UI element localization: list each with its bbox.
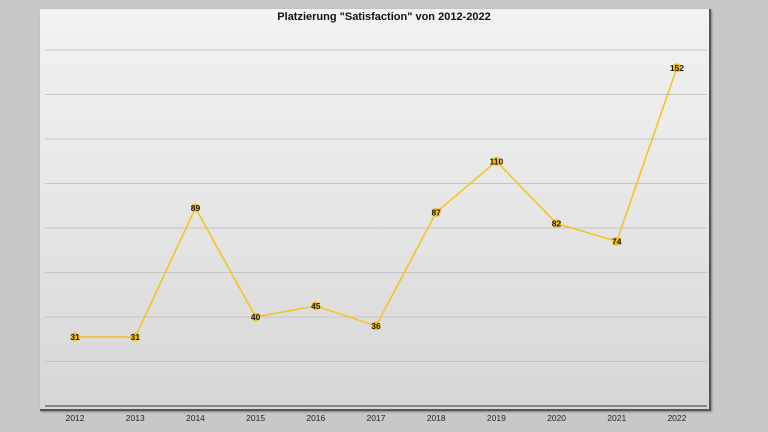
data-marker <box>371 321 381 331</box>
data-marker <box>431 207 441 217</box>
data-label: 40 <box>251 312 261 322</box>
x-tick-label: 2013 <box>126 413 145 423</box>
x-tick-label: 2018 <box>427 413 446 423</box>
data-label: 31 <box>131 332 141 342</box>
x-tick-label: 2019 <box>487 413 506 423</box>
data-marker <box>251 312 261 322</box>
series-line <box>75 67 678 338</box>
data-label: 110 <box>490 156 504 166</box>
data-label: 89 <box>191 203 201 213</box>
data-marker <box>190 203 200 213</box>
data-label: 152 <box>670 63 684 73</box>
data-marker <box>130 332 140 342</box>
data-label: 31 <box>70 332 80 342</box>
data-labels: 31 31 89 40 45 36 87 110 82 74 152 <box>70 63 684 342</box>
data-label: 82 <box>552 219 562 229</box>
data-label: 36 <box>371 321 381 331</box>
chart-area <box>40 9 711 411</box>
x-tick-label: 2012 <box>66 413 85 423</box>
data-label: 45 <box>311 301 321 311</box>
chart-title: Platzierung "Satisfaction" von 2012-2022 <box>277 11 491 23</box>
data-marker <box>70 332 80 342</box>
data-markers <box>70 63 682 342</box>
gridlines <box>45 49 707 362</box>
data-marker <box>311 301 321 311</box>
x-axis-labels: 2012 2013 2014 2015 2016 2017 2018 2019 2020 2021… <box>66 413 687 423</box>
x-tick-label: 2021 <box>607 413 626 423</box>
x-tick-label: 2016 <box>306 413 325 423</box>
data-label: 74 <box>612 236 622 246</box>
x-tick-label: 2014 <box>186 413 205 423</box>
data-marker <box>491 156 501 166</box>
data-marker <box>552 219 562 229</box>
x-tick-label: 2017 <box>367 413 386 423</box>
x-tick-label: 2015 <box>246 413 265 423</box>
data-label: 87 <box>431 207 441 217</box>
x-tick-label: 2022 <box>667 413 686 423</box>
x-tick-label: 2020 <box>547 413 566 423</box>
data-marker <box>672 63 682 73</box>
data-marker <box>612 236 622 246</box>
